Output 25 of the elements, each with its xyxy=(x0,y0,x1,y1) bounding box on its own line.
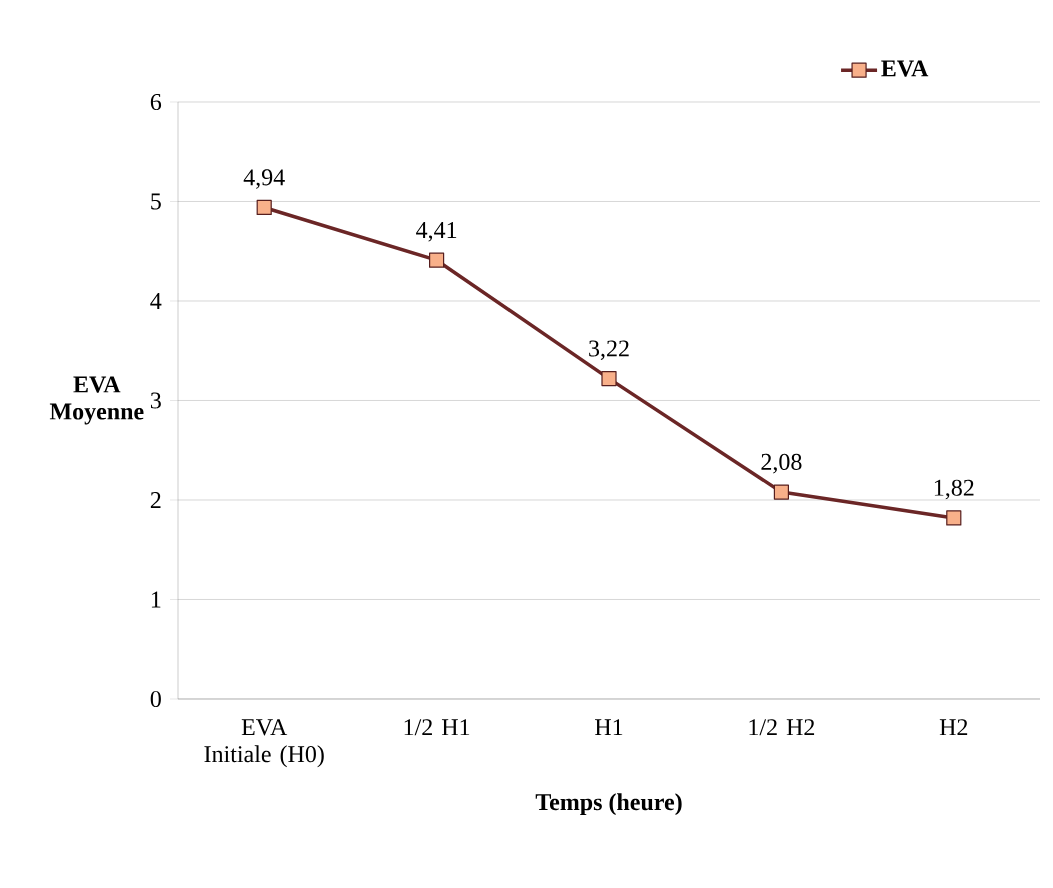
y-tick-label: 5 xyxy=(151,193,161,210)
y-tick-label: 1 xyxy=(151,591,161,608)
data-label: 1,82 xyxy=(934,479,974,500)
legend-label: EVA xyxy=(881,60,929,77)
point xyxy=(601,371,617,387)
y-tick-label: 6 xyxy=(150,93,162,111)
x-tick-label: H1 xyxy=(595,719,623,736)
data-label: 4,94 xyxy=(243,169,285,189)
x-tick-label: EVA Initiale (H0) xyxy=(204,719,324,768)
x-tick-label: 1/2 H2 xyxy=(749,719,815,736)
data-label: 3,22 xyxy=(589,340,629,360)
y-tick-label: 3 xyxy=(150,392,161,409)
data-label: 2,08 xyxy=(761,453,802,474)
x-tick-label: H2 xyxy=(939,719,968,736)
y-axis-title: EVA Moyenne xyxy=(49,376,144,425)
point xyxy=(946,510,962,526)
x-axis-title: Temps (heure) xyxy=(535,793,682,816)
point xyxy=(429,252,445,268)
data-label: 4,41 xyxy=(416,222,457,242)
point xyxy=(256,199,272,216)
y-tick-label: 0 xyxy=(150,690,161,708)
point xyxy=(773,484,789,500)
y-tick-label: 4 xyxy=(150,293,162,309)
y-tick-label: 2 xyxy=(150,492,161,508)
x-tick-label: 1/2 H1 xyxy=(404,719,470,736)
